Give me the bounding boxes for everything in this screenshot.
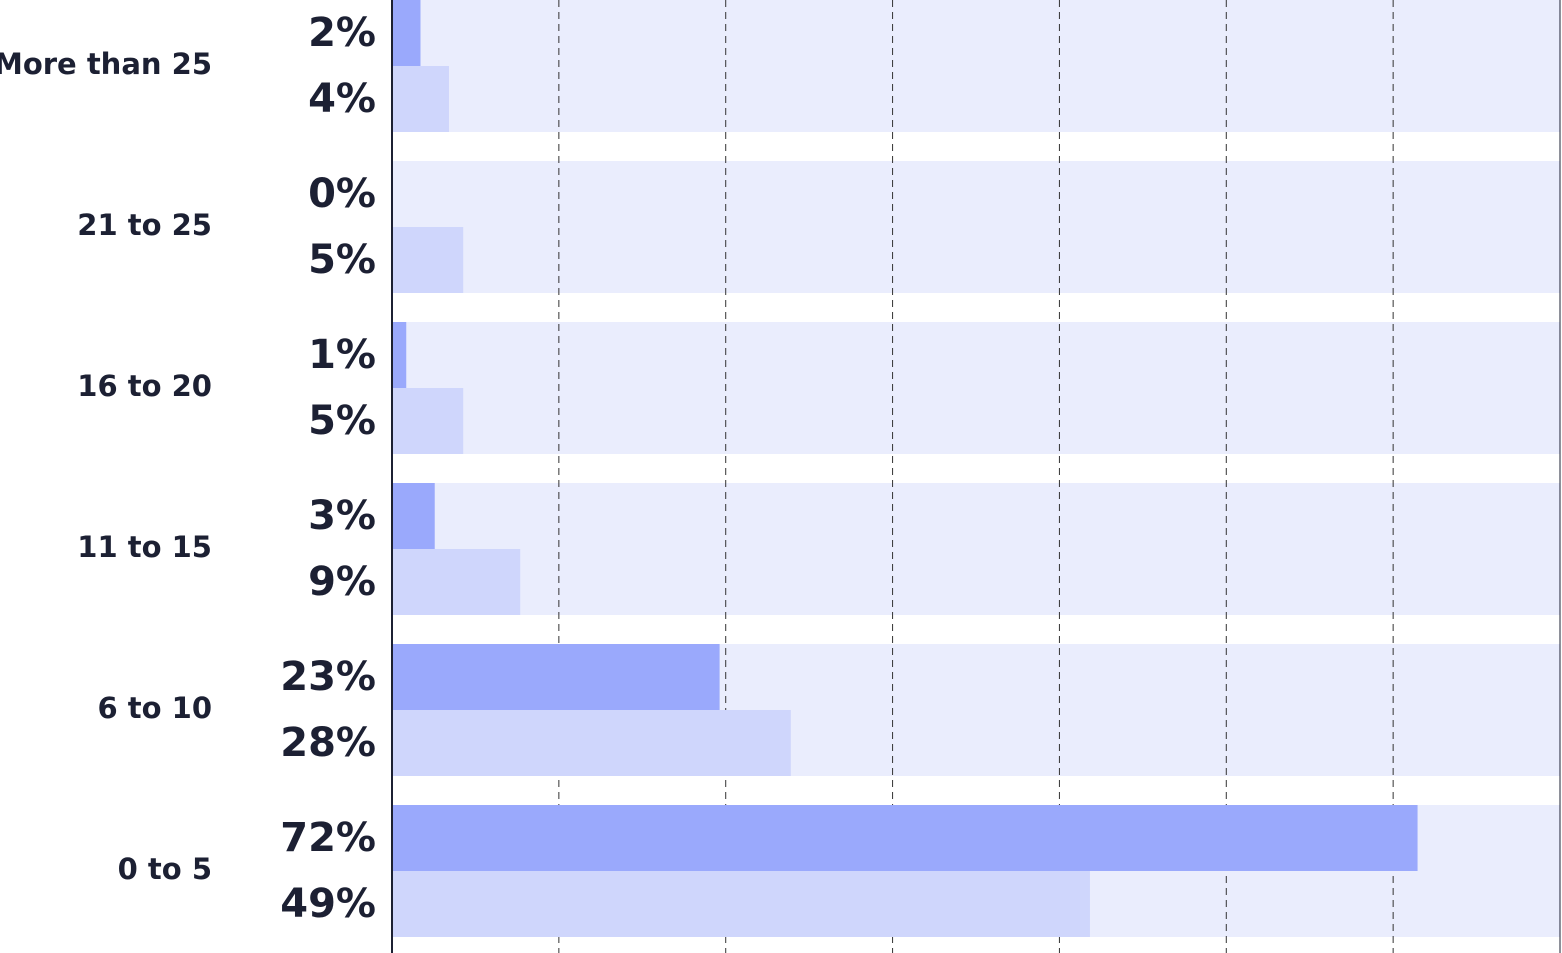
category-label: 11 to 15 — [77, 530, 212, 564]
value-label: 2% — [308, 10, 376, 56]
value-label: 1% — [308, 332, 376, 378]
bar — [392, 549, 521, 615]
bar — [392, 0, 421, 66]
category-label: 16 to 20 — [77, 369, 212, 403]
value-label: 49% — [280, 881, 376, 927]
value-label: 5% — [308, 398, 376, 444]
row-band — [392, 161, 1560, 293]
value-label: 4% — [308, 76, 376, 122]
row-band — [392, 0, 1560, 132]
bar — [392, 227, 464, 293]
category-label: 0 to 5 — [118, 852, 212, 886]
bar — [392, 710, 791, 776]
value-label: 9% — [308, 559, 376, 605]
bar — [392, 871, 1090, 937]
bar — [392, 66, 449, 132]
bar — [392, 388, 464, 454]
bar — [392, 483, 435, 549]
category-label: 6 to 10 — [97, 691, 212, 725]
value-label: 28% — [280, 720, 376, 766]
value-label: 5% — [308, 237, 376, 283]
row-band — [392, 483, 1560, 615]
bar — [392, 805, 1418, 871]
value-label: 0% — [308, 171, 376, 217]
bar — [392, 644, 720, 710]
value-label: 72% — [280, 815, 376, 861]
category-label: More than 25 — [0, 47, 212, 81]
category-label: 21 to 25 — [77, 208, 212, 242]
bar — [392, 322, 407, 388]
value-label: 3% — [308, 493, 376, 539]
value-label: 23% — [280, 654, 376, 700]
row-band — [392, 322, 1560, 454]
